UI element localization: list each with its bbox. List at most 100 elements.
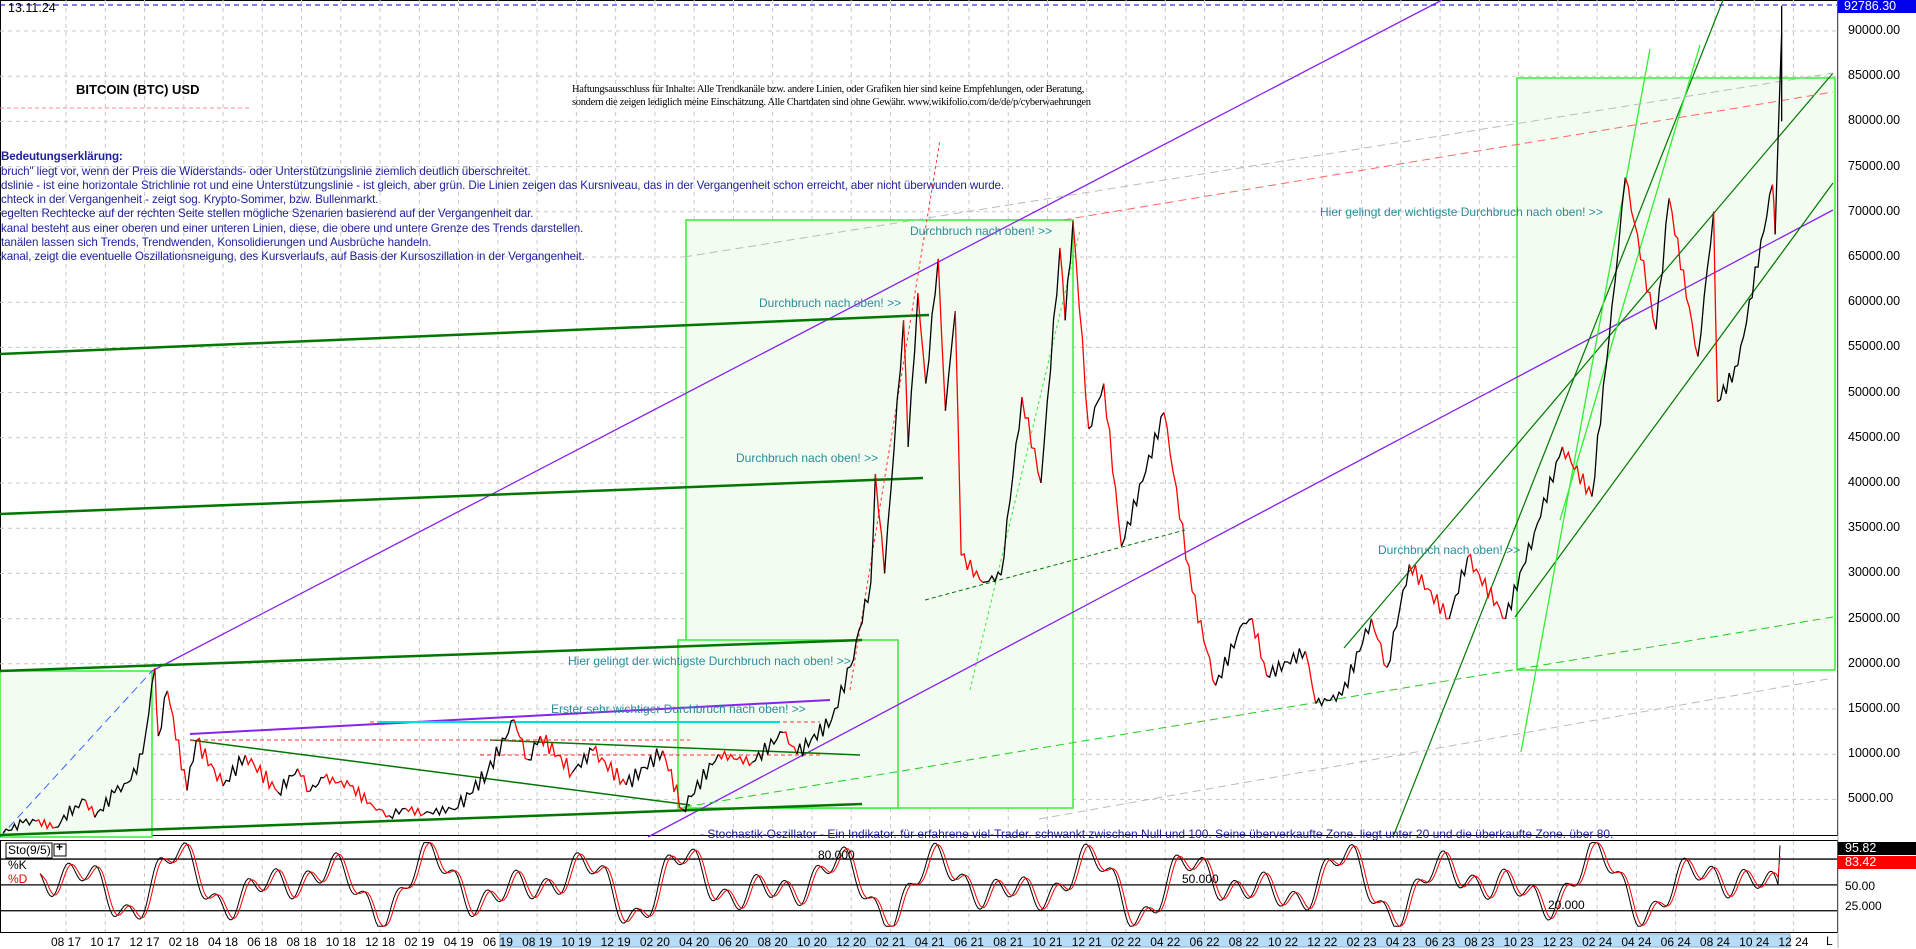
x-tick-label: 02 22 (1111, 935, 1142, 949)
log-scale-toggle[interactable]: L (1826, 934, 1833, 948)
trend-line (849, 139, 941, 691)
legend-line: dslinie - ist eine horizontale Strichlin… (1, 179, 1005, 192)
y-tick-label: 75000.00 (1848, 158, 1901, 173)
x-tick-label: 12 24 (1778, 935, 1809, 949)
price-segment (917, 293, 927, 384)
x-tick-label: 12 17 (129, 935, 160, 949)
price-segment (1655, 198, 1670, 330)
trend-line (683, 72, 1834, 258)
add-indicator-icon[interactable]: + (56, 840, 64, 854)
price-segment (130, 753, 143, 781)
x-tick-label: 04 21 (914, 935, 945, 949)
y-tick-label: 10000.00 (1848, 746, 1901, 761)
price-segment (1251, 618, 1268, 676)
y-tick-label: 65000.00 (1848, 249, 1901, 263)
price-segment (195, 737, 224, 786)
price-segment (1697, 211, 1715, 357)
x-tick-label: 06 19 (482, 935, 513, 949)
price-segment (486, 719, 515, 773)
add-indicator-button[interactable] (53, 843, 67, 857)
x-tick-label: 12 22 (1307, 935, 1338, 949)
k-value-box (1838, 842, 1916, 855)
price-segment (1191, 591, 1217, 686)
current-price-label: 92786.30 (1838, 0, 1916, 13)
stochastic-note: - Stochastik-Oszillator - Ein Indikator.… (700, 827, 1614, 841)
price-segment (1561, 446, 1593, 497)
indicator-label[interactable]: Sto(9/5) (8, 843, 51, 857)
trend-line (1520, 48, 1651, 753)
price-segment (937, 258, 947, 411)
price-segment (982, 571, 1002, 584)
price-segment (1448, 557, 1469, 619)
price-segment (625, 748, 664, 788)
price-segment (388, 807, 406, 820)
price-segment (1040, 247, 1061, 484)
y-tick-label: 20000.00 (1848, 655, 1901, 670)
price-segment (717, 749, 753, 767)
price-segment (1243, 617, 1253, 625)
y-tick-label: 55000.00 (1848, 339, 1901, 354)
price-segment (925, 258, 939, 384)
trend-lines (0, 0, 1837, 838)
trend-line (1038, 677, 1834, 820)
indicator-label-box[interactable] (5, 842, 53, 859)
price-segment (35, 818, 56, 831)
price-segment (796, 718, 833, 757)
x-tick-label: 08 20 (757, 935, 788, 949)
chart-title: BITCOIN (BTC) USD (76, 82, 200, 97)
trend-line (0, 670, 153, 838)
annotation-breakout: Durchbruch nach oben! >> (759, 296, 902, 310)
price-segment (539, 734, 574, 779)
stochastic-d-line (39, 842, 1781, 927)
legend-line: kanal besteht aus einer oberen und einer… (1, 222, 584, 235)
x-tick-label: 04 23 (1385, 935, 1416, 949)
price-segment (1504, 532, 1535, 619)
price-segment (830, 665, 851, 721)
x-tick-label: 08 18 (286, 935, 317, 949)
x-tick-label: 08 23 (1464, 935, 1495, 949)
price-segment (22, 818, 37, 827)
annotation-first-breakout: Erster sehr wichtiger Durchbruch nach ob… (551, 702, 806, 716)
x-tick-label: 12 20 (836, 935, 867, 949)
price-segment (244, 754, 279, 793)
annotation-key-breakout: Hier gelingt der wichtigste Durchbruch n… (568, 654, 851, 668)
legend-heading: Bedeutungserklärung: (1, 150, 123, 163)
price-series (2, 5, 1783, 834)
price-segment (1266, 648, 1306, 679)
disclaimer-line-2: sondern die zeigen lediglich meine Einsc… (572, 97, 1091, 108)
price-segment (1304, 650, 1317, 704)
price-segment (1370, 618, 1388, 668)
price-segment (571, 746, 594, 773)
annotation-breakout: Durchbruch nach oben! >> (736, 451, 879, 465)
price-segment (222, 754, 246, 787)
x-tick-label: 06 22 (1189, 935, 1220, 949)
trend-line (1062, 91, 1834, 221)
price-segment (592, 744, 627, 786)
y-tick-label: 45000.00 (1848, 429, 1901, 444)
price-segment (349, 785, 374, 807)
x-tick-label: 06 18 (247, 935, 278, 949)
price-segment (2, 818, 24, 834)
price-segment (1064, 220, 1074, 321)
price-segment (1771, 184, 1776, 235)
k-legend: %K (8, 858, 27, 872)
scenario-zone-2024 (1516, 77, 1836, 671)
price-segment (1103, 383, 1123, 547)
price-segment (1591, 284, 1616, 497)
x-tick-label: 12 18 (365, 935, 396, 949)
x-tick-label: 02 21 (875, 935, 906, 949)
trend-line (489, 739, 861, 756)
trend-line (189, 739, 691, 806)
price-segment (1341, 618, 1373, 696)
time-axis-selection[interactable] (499, 933, 1791, 948)
annotation-key-breakout: Hier gelingt der wichtigste Durchbruch n… (1320, 205, 1603, 219)
d-value-box (1838, 856, 1916, 869)
price-segment (1088, 383, 1105, 430)
price-segment (662, 750, 683, 810)
price-segment (849, 582, 872, 667)
x-tick-label: 02 18 (168, 935, 199, 949)
price-segment (783, 731, 798, 755)
trend-line (189, 699, 831, 735)
price-segment (1021, 397, 1042, 484)
